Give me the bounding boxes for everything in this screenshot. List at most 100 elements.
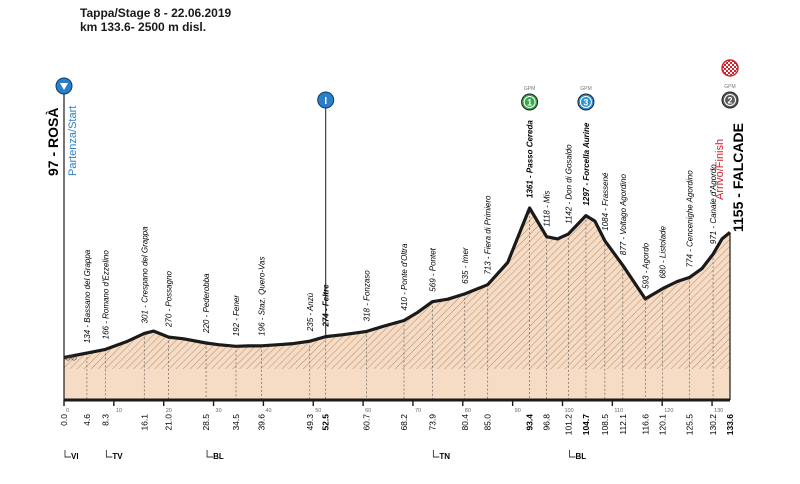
km-label: 68.2: [399, 414, 409, 431]
axis-tick-label: 30: [216, 408, 222, 414]
stage-header: Tappa/Stage 8 - 22.06.2019 km 133.6- 250…: [80, 6, 231, 34]
province-label: TV: [112, 452, 123, 461]
gpm-category: 3: [583, 98, 588, 108]
town-label: 1297 - Forcella Aurine: [582, 122, 591, 205]
town-label: 1118 - Mis: [543, 191, 552, 227]
stage-title: Tappa/Stage 8 - 22.06.2019: [80, 6, 232, 20]
town-label: 318 - Fonzaso: [363, 270, 372, 322]
axis-tick-label: 50: [315, 408, 321, 414]
province-label: BL: [575, 452, 586, 461]
axis-tick-label: 110: [614, 408, 623, 414]
province-label: TN: [439, 452, 450, 461]
gpm-category: 2: [727, 96, 732, 106]
km-label: 93.4: [525, 414, 535, 431]
gpm-caption: GPM: [524, 86, 535, 92]
gpm-category: 1: [527, 98, 532, 108]
start-sublabel: Partenza/Start: [67, 106, 79, 176]
km-label: 85.0: [483, 414, 493, 431]
km-label: 52.5: [321, 414, 331, 431]
km-label: 80.4: [460, 414, 470, 431]
sprint-symbol: I: [324, 96, 327, 107]
gpm-caption: GPM: [580, 86, 591, 92]
gpm-ring: [579, 96, 592, 108]
intermediate-sprint-icon: [317, 91, 335, 109]
town-label: 235 - Anzù: [306, 292, 315, 332]
bike-wheel: [71, 355, 77, 361]
axis-tick-label: 20: [166, 408, 172, 414]
town-label: 680 - Listolade: [659, 226, 668, 279]
km-label: 73.9: [427, 414, 437, 431]
town-label: 713 - Fiera di Primiero: [484, 195, 493, 275]
km-label: 21.0: [164, 414, 174, 431]
km-label: 96.8: [542, 414, 552, 431]
start-label: 97 - ROSÀ: [45, 108, 61, 176]
town-label: 1361 - Passo Cereda: [526, 120, 535, 198]
province-label: BL: [213, 452, 224, 461]
axis-tick-label: 70: [415, 408, 421, 414]
km-label: 39.6: [256, 414, 266, 431]
km-label: 49.3: [305, 414, 315, 431]
km-label: 0.0: [59, 414, 69, 426]
province-arrow: [206, 450, 214, 458]
bike-icon: [65, 355, 71, 361]
start-triangle-glyph: [60, 83, 68, 90]
km-label: 101.2: [563, 414, 573, 436]
axis-tick-label: 0: [66, 408, 69, 414]
province-arrow: [432, 450, 440, 458]
town-label: 774 - Cencenighe Agordino: [686, 170, 695, 268]
province-arrow: [64, 450, 71, 458]
gpm-ring: [724, 94, 736, 106]
town-label: 220 - Pederobba: [202, 273, 211, 334]
axis-tick-label: 90: [515, 408, 521, 414]
town-label: 1084 - Frassené: [601, 172, 610, 231]
km-label: 112.1: [618, 414, 628, 435]
axis-tick-label: 120: [664, 408, 673, 414]
axis-tick-label: 40: [265, 408, 271, 414]
km-label: 108.5: [600, 414, 610, 436]
km-label: 8.3: [100, 414, 110, 426]
km-label: 104.7: [581, 414, 591, 436]
town-label: 1142 - Don di Gosaldo: [564, 144, 573, 224]
km-label: 120.1: [658, 414, 668, 436]
town-label: 877 - Voltago Agordino: [619, 173, 628, 255]
town-label: 166 - Romano d'Ezzelino: [101, 250, 110, 340]
profile-base-band: [64, 369, 730, 400]
stage-distance: km 133.6- 2500 m disl.: [80, 20, 207, 34]
axis-tick-label: 60: [365, 408, 371, 414]
gpm-ring: [523, 96, 536, 108]
town-label: 635 - Imer: [461, 247, 470, 284]
bike-frame: [67, 354, 75, 359]
finish-sublabel: Arrivo/Finish: [714, 139, 726, 200]
town-label: 593 - Agordo: [641, 242, 650, 289]
town-label: 971 - Canale d'Agordo: [709, 164, 718, 244]
axis-tick-label: 100: [565, 408, 574, 414]
km-label: 34.5: [231, 414, 241, 431]
axis-tick-label: 130: [714, 408, 723, 414]
town-label: 270 - Possagno: [165, 270, 174, 328]
km-label: 133.6: [725, 414, 735, 436]
profile-area: [64, 208, 730, 369]
km-label: 16.1: [139, 414, 149, 431]
town-label: 569 - Pontet: [428, 247, 437, 291]
profile-line: [63, 206, 732, 360]
town-label: 196 - Staz. Quero-Vas: [257, 257, 266, 336]
town-label: 410 - Ponte d'Oltra: [400, 243, 409, 310]
town-label: 134 - Bassano del Grappa: [83, 249, 92, 343]
km-label: 4.6: [82, 414, 92, 426]
axis-tick-label: 80: [465, 408, 471, 414]
town-label: 301 - Crespano del Grappa: [140, 226, 149, 324]
km-label: 28.5: [201, 414, 211, 431]
axis-tick-label: 10: [116, 408, 122, 414]
gpm-caption: GPM: [724, 84, 735, 90]
province-arrow: [105, 450, 113, 458]
km-label: 125.5: [685, 414, 695, 436]
finish-label: 1155 - FALCADE: [730, 123, 746, 232]
province-label: VI: [71, 452, 79, 461]
km-label: 116.6: [640, 414, 650, 435]
town-label: 192 - Fener: [232, 295, 241, 337]
province-arrow: [569, 450, 576, 458]
km-label: 130.2: [708, 414, 718, 436]
checkered-flag-icon: [721, 59, 739, 77]
km-label: 60.7: [362, 414, 372, 431]
